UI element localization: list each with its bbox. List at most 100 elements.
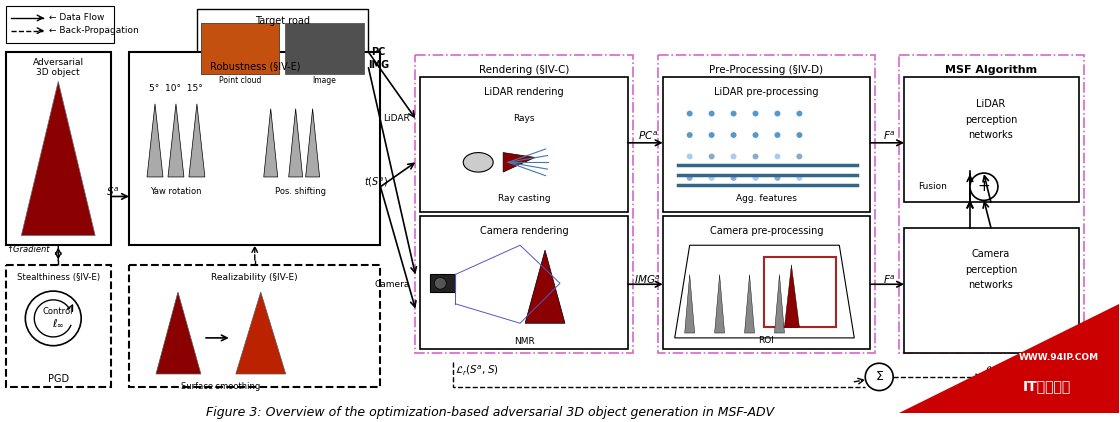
Ellipse shape (464, 153, 493, 172)
Text: +: + (978, 179, 990, 194)
Text: ← Data Flow: ← Data Flow (49, 14, 104, 22)
Text: $\mathcal{L}_a\downarrow$: $\mathcal{L}_a\downarrow$ (984, 363, 1007, 377)
Text: $\ell_\infty$: $\ell_\infty$ (52, 317, 65, 329)
Text: ↑Gradient: ↑Gradient (7, 245, 50, 254)
Bar (200, 23, 279, 73)
Text: $IMG^a$: $IMG^a$ (634, 273, 661, 286)
Circle shape (730, 175, 737, 181)
Text: $PC^a$: $PC^a$ (637, 130, 657, 142)
Text: LiDAR pre-processing: LiDAR pre-processing (715, 87, 819, 97)
Text: Rays: Rays (513, 114, 535, 122)
Circle shape (435, 277, 446, 289)
Text: ← Back-Propagation: ← Back-Propagation (49, 26, 139, 35)
Circle shape (753, 132, 758, 138)
Text: Camera: Camera (972, 249, 1010, 259)
Text: ROI: ROI (758, 336, 774, 345)
Polygon shape (263, 109, 278, 177)
Bar (416, 55, 633, 352)
Text: Agg. features: Agg. features (736, 194, 797, 203)
Bar (7, 6, 114, 43)
Text: Robustness (§IV-E): Robustness (§IV-E) (209, 62, 300, 72)
Circle shape (774, 175, 781, 181)
Text: $\mathcal{L}_r(S^a, S)$: $\mathcal{L}_r(S^a, S)$ (455, 363, 500, 377)
Text: Realizability (§IV-E): Realizability (§IV-E) (212, 273, 298, 281)
Circle shape (796, 175, 802, 181)
Circle shape (753, 154, 758, 160)
Circle shape (687, 132, 692, 138)
Text: PGD: PGD (48, 374, 68, 384)
Text: LiDAR rendering: LiDAR rendering (484, 87, 563, 97)
Text: Camera pre-processing: Camera pre-processing (710, 226, 823, 236)
Polygon shape (715, 274, 725, 333)
Bar (904, 228, 1079, 352)
Circle shape (687, 175, 692, 181)
Circle shape (753, 175, 758, 181)
Text: Target road: Target road (255, 16, 310, 26)
Circle shape (796, 132, 802, 138)
Polygon shape (525, 250, 564, 323)
Text: PC: PC (371, 47, 385, 57)
Circle shape (709, 111, 715, 116)
Circle shape (709, 132, 715, 138)
Polygon shape (899, 304, 1119, 413)
Circle shape (774, 132, 781, 138)
Text: LiDAR: LiDAR (384, 114, 410, 123)
Polygon shape (774, 274, 784, 333)
Polygon shape (503, 153, 535, 172)
Bar (899, 55, 1084, 352)
Bar (284, 23, 364, 73)
Circle shape (730, 111, 737, 116)
Text: Rendering (§IV-C): Rendering (§IV-C) (479, 65, 569, 75)
Bar (200, 23, 279, 73)
Circle shape (687, 111, 692, 116)
Text: $S^a$: $S^a$ (106, 185, 120, 198)
Circle shape (730, 154, 737, 160)
Bar (420, 216, 628, 349)
Polygon shape (306, 109, 319, 177)
Bar (904, 78, 1079, 202)
Text: Control: Control (43, 307, 74, 316)
Text: $\Sigma$: $\Sigma$ (875, 371, 884, 384)
Circle shape (796, 154, 802, 160)
Text: Surface smoothing: Surface smoothing (181, 382, 261, 391)
Text: IT运维空间: IT运维空间 (1023, 380, 1071, 394)
Text: networks: networks (969, 130, 1014, 140)
Text: Pos. shifting: Pos. shifting (276, 187, 326, 196)
Text: Fusion: Fusion (918, 182, 948, 191)
Text: Yaw rotation: Yaw rotation (150, 187, 202, 196)
Polygon shape (147, 104, 164, 177)
Polygon shape (21, 81, 95, 235)
Circle shape (687, 154, 692, 160)
Circle shape (970, 173, 998, 200)
Bar (420, 78, 628, 212)
Polygon shape (289, 109, 302, 177)
Text: Camera: Camera (375, 280, 410, 289)
Bar (129, 52, 381, 245)
Text: perception: perception (964, 114, 1017, 124)
Polygon shape (236, 292, 286, 374)
Polygon shape (168, 104, 184, 177)
Text: Adversarial: Adversarial (32, 58, 84, 67)
Text: $t(S^a)$: $t(S^a)$ (364, 175, 389, 189)
Polygon shape (684, 274, 694, 333)
Circle shape (730, 132, 737, 138)
Text: WWW.94IP.COM: WWW.94IP.COM (1019, 353, 1099, 362)
Text: $F^a$: $F^a$ (883, 130, 896, 142)
Text: Stealthiness (§IV-E): Stealthiness (§IV-E) (17, 273, 100, 281)
Circle shape (866, 363, 893, 391)
Bar (430, 274, 455, 292)
Circle shape (709, 175, 715, 181)
Bar (197, 9, 368, 78)
Text: Camera rendering: Camera rendering (479, 226, 569, 236)
Polygon shape (745, 274, 755, 333)
Text: Ray casting: Ray casting (497, 194, 550, 203)
Text: Figure 3: Overview of the optimization-based adversarial 3D object generation in: Figure 3: Overview of the optimization-b… (206, 406, 774, 419)
Text: 5°  10°  15°: 5° 10° 15° (149, 84, 203, 93)
Polygon shape (156, 292, 200, 374)
Polygon shape (189, 104, 205, 177)
Text: 3D object: 3D object (37, 68, 80, 77)
Circle shape (753, 111, 758, 116)
Text: Image: Image (312, 76, 336, 86)
Circle shape (709, 154, 715, 160)
Circle shape (796, 111, 802, 116)
